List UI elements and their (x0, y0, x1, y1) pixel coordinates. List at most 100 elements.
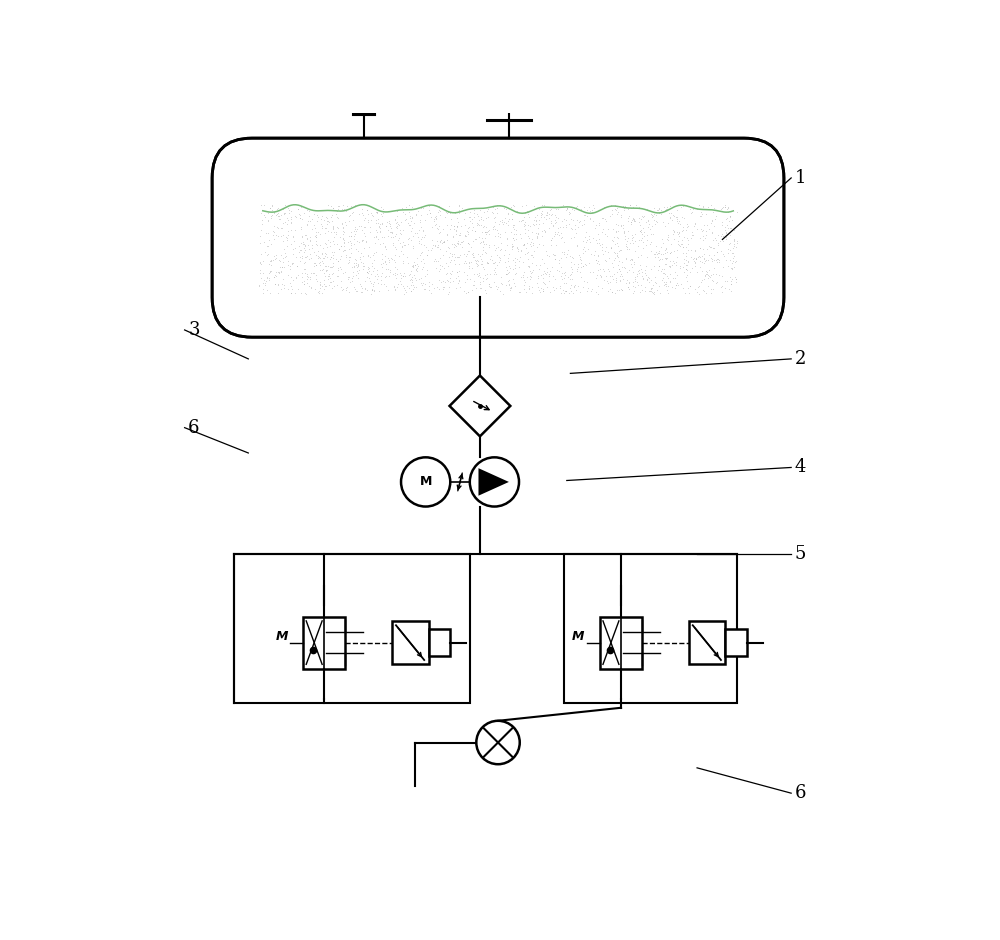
Point (387, 212, 403, 227)
Point (486, 262, 502, 277)
Point (307, 281, 323, 296)
Point (372, 216, 388, 231)
Point (663, 190, 679, 205)
Point (688, 250, 704, 265)
Point (413, 232, 429, 247)
Point (317, 258, 333, 274)
Point (311, 285, 327, 300)
Point (270, 277, 286, 292)
Point (529, 240, 545, 255)
Point (288, 250, 304, 265)
Point (373, 276, 389, 291)
Point (302, 234, 318, 249)
Point (355, 261, 371, 276)
Point (474, 257, 490, 272)
Point (562, 205, 578, 220)
Point (439, 227, 455, 242)
Point (473, 234, 489, 249)
Point (531, 212, 547, 227)
Point (496, 247, 512, 262)
Point (370, 275, 386, 290)
Point (424, 220, 440, 235)
Point (415, 223, 431, 238)
Point (444, 237, 460, 252)
Point (429, 240, 445, 255)
Point (632, 218, 648, 233)
Point (308, 258, 324, 273)
Point (256, 273, 272, 288)
Point (728, 240, 744, 255)
Point (424, 233, 440, 248)
Point (291, 244, 307, 259)
Point (407, 271, 423, 286)
Point (264, 202, 280, 217)
Point (541, 274, 557, 289)
Point (610, 205, 626, 220)
Text: M: M (572, 631, 585, 643)
Point (380, 282, 396, 297)
Point (651, 258, 667, 274)
Point (594, 239, 610, 254)
Point (524, 279, 540, 294)
Point (611, 261, 627, 276)
Point (614, 199, 630, 214)
Point (651, 176, 667, 191)
Point (724, 212, 740, 227)
Point (330, 269, 346, 284)
Point (551, 263, 567, 278)
Point (554, 265, 570, 280)
Point (380, 228, 396, 243)
Point (331, 196, 347, 212)
Point (692, 230, 708, 245)
Point (516, 237, 532, 252)
Point (440, 204, 456, 219)
Point (312, 281, 328, 296)
Point (566, 229, 582, 244)
Point (725, 196, 741, 212)
Point (301, 252, 317, 267)
Point (427, 238, 443, 253)
Point (308, 237, 324, 252)
Point (630, 239, 646, 254)
Point (362, 219, 378, 234)
Point (651, 201, 667, 216)
Point (480, 256, 496, 271)
Point (517, 214, 533, 229)
Point (431, 282, 447, 297)
Point (368, 212, 384, 227)
Point (381, 253, 397, 268)
Bar (564, 555, 737, 703)
Point (481, 240, 497, 255)
Point (414, 244, 430, 259)
Point (377, 186, 393, 201)
Point (416, 229, 432, 244)
Point (497, 225, 513, 240)
Point (587, 189, 603, 204)
Point (479, 181, 495, 196)
Bar (353, 99, 375, 115)
Point (514, 198, 530, 213)
Point (392, 226, 408, 241)
Point (400, 232, 416, 247)
Point (705, 233, 721, 248)
Point (315, 241, 331, 256)
Point (410, 230, 426, 245)
Point (598, 183, 614, 198)
Point (647, 274, 663, 290)
Point (574, 194, 590, 209)
Point (655, 214, 671, 229)
Point (387, 254, 403, 269)
Point (455, 185, 471, 200)
Point (648, 275, 664, 290)
Point (322, 260, 338, 275)
Point (619, 186, 635, 201)
Point (704, 195, 720, 210)
Point (343, 241, 359, 256)
Point (519, 204, 535, 219)
Point (372, 224, 388, 239)
Point (503, 199, 519, 214)
Point (705, 266, 721, 281)
Point (479, 271, 495, 286)
Point (393, 268, 409, 283)
Point (412, 177, 428, 192)
